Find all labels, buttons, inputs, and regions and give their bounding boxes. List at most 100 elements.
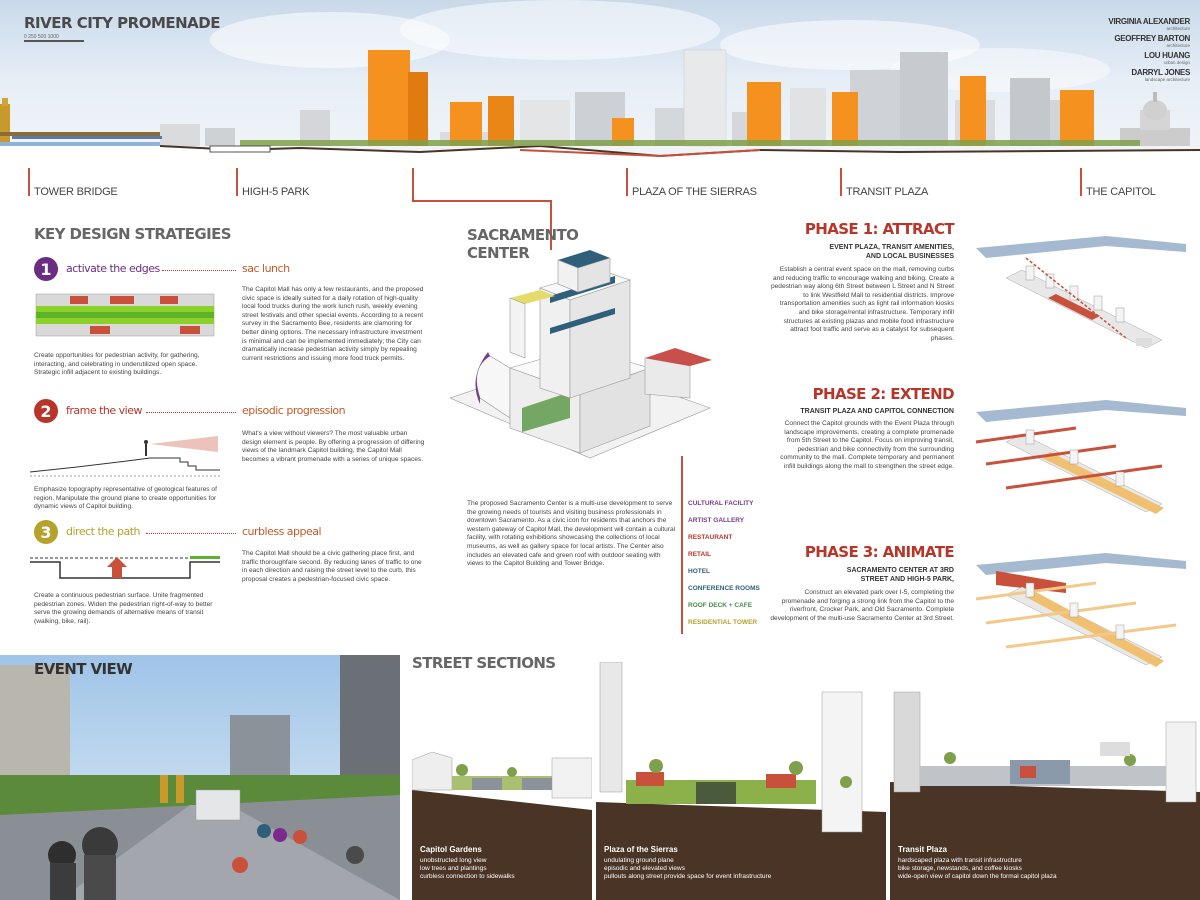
legend-item: RETAIL	[688, 551, 711, 558]
legend-item: RESTAURANT	[688, 534, 733, 541]
event-view-render	[0, 655, 400, 900]
section-line: pullouts along street provide space for …	[604, 873, 772, 880]
phase-1-diagram	[976, 236, 1186, 349]
center-leader-line	[550, 200, 552, 250]
strategies-heading: KEY DESIGN STRATEGIES	[34, 225, 232, 243]
location-label: TRANSIT PLAZA	[846, 186, 929, 198]
credit-role: landscape architecture	[1144, 77, 1190, 82]
location-label: PLAZA OF THE SIERRAS	[632, 186, 757, 198]
center-leader-line	[412, 168, 414, 202]
phase-subtitle: SACRAMENTO CENTER AT 3RD STREET AND HIGH…	[770, 566, 954, 584]
legend-item: RESIDENTIAL TOWER	[688, 619, 758, 626]
credit-role: architecture	[1166, 43, 1190, 48]
center-leader-line	[681, 456, 683, 634]
location-label: TOWER BRIDGE	[34, 186, 118, 198]
strategy-connector	[146, 412, 236, 413]
section-caption: Transit Plaza hardscaped plaza with tran…	[898, 845, 1057, 881]
location-label: THE CAPITOL	[1086, 186, 1156, 198]
center-description: The proposed Sacramento Center is a mult…	[467, 500, 676, 568]
phase-subtitle: EVENT PLAZA, TRANSIT AMENITIES, AND LOCA…	[770, 243, 954, 261]
center-heading-line: SACRAMENTO	[467, 226, 579, 244]
phase-subtitle-line: STREET AND HIGH-5 PARK,	[860, 576, 954, 583]
location-marker	[236, 168, 238, 196]
scale-bar-line	[24, 40, 84, 42]
section-line: unobstructed long view	[420, 857, 487, 864]
phase-subtitle-line: SACRAMENTO CENTER AT 3RD	[846, 567, 954, 574]
location-marker	[28, 168, 30, 196]
section-line: episodic and elevated views	[604, 865, 685, 872]
section-title: Transit Plaza	[898, 845, 947, 854]
scale-bar: 0 250 500 1000	[24, 34, 59, 40]
location-marker	[840, 168, 842, 196]
strategy-right-title: curbless appeal	[242, 525, 322, 538]
strategy-number: 2	[34, 399, 58, 423]
phase-title: PHASE 2: EXTEND	[812, 385, 955, 403]
strategy-name: direct the path	[66, 525, 141, 538]
phase-2-diagram	[975, 400, 1186, 514]
strategy-detail: What's a view without viewers? The most …	[242, 430, 425, 463]
legend-item: ROOF DECK + CAFE	[688, 602, 753, 609]
strategy-description: Create opportunities for pedestrian acti…	[34, 352, 200, 377]
center-heading: SACRAMENTO CENTER	[467, 226, 579, 262]
phase-3-diagram	[975, 553, 1186, 667]
event-view-heading: EVENT VIEW	[34, 660, 133, 678]
strategy-name: activate the edges	[66, 262, 160, 275]
legend-item: ARTIST GALLERY	[688, 517, 745, 524]
phase-description: Connect the Capitol grounds with the Eve…	[780, 420, 954, 470]
path-diagram	[30, 556, 220, 579]
credit-name: DARRYL JONES	[1131, 68, 1190, 77]
section-line: curbless connection to sidewalks	[420, 873, 515, 880]
legend-item: CULTURAL FACILITY	[688, 500, 754, 507]
strategy-connector	[146, 533, 236, 534]
credit-role: urban design	[1163, 60, 1190, 65]
credit-name: VIRGINIA ALEXANDER	[1108, 17, 1190, 26]
section-title: Plaza of the Sierras	[604, 845, 678, 854]
event-view-illustration	[0, 655, 400, 900]
strategy-number: 1	[34, 257, 58, 281]
credits: VIRGINIA ALEXANDER architecture GEOFFREY …	[1080, 14, 1190, 82]
section-line: low trees and plantings	[420, 865, 487, 872]
center-heading-line: CENTER	[467, 244, 530, 262]
skyline-banner	[0, 0, 1200, 178]
center-program-legend: CULTURAL FACILITY ARTIST GALLERY RESTAUR…	[688, 500, 760, 636]
phase-subtitle-line: AND LOCAL BUSINESSES	[865, 253, 954, 260]
strategy-detail: The Capitol Mall should be a civic gathe…	[242, 550, 422, 583]
section-line: undulating ground plane	[604, 857, 674, 864]
phase-subtitle: TRANSIT PLAZA AND CAPITOL CONNECTION	[800, 408, 954, 415]
phase-description: Establish a central event space on the m…	[770, 266, 954, 342]
location-marker	[1080, 168, 1082, 196]
phase-title: PHASE 3: ANIMATE	[804, 543, 955, 561]
credit-name: GEOFFREY BARTON	[1114, 34, 1190, 43]
section-title: Capitol Gardens	[420, 845, 482, 854]
legend-item: HOTEL	[688, 568, 711, 575]
phase-description: Construct an elevated park over I-5, com…	[770, 589, 954, 622]
skyline-illustration	[0, 0, 1200, 178]
strategy-right-title: sac lunch	[242, 262, 290, 275]
section-line: wide-open view of capitol down the forma…	[898, 873, 1057, 880]
phase-subtitle-line: EVENT PLAZA, TRANSIT AMENITIES,	[829, 244, 954, 251]
section-line: hardscaped plaza with transit infrastruc…	[898, 857, 1022, 864]
section-line: bike storage, newstands, and coffee kios…	[898, 865, 1022, 872]
street-section-3	[890, 691, 1200, 900]
location-marker	[626, 168, 628, 196]
credit-entry: LOU HUANG urban design	[1080, 51, 1190, 65]
street-section-1	[412, 751, 592, 900]
strategy-description: Create a continuous pedestrian surface. …	[34, 592, 213, 625]
strategy-right-title: episodic progression	[242, 404, 346, 417]
credit-name: LOU HUANG	[1144, 51, 1190, 60]
phase-title: PHASE 1: ATTRACT	[804, 220, 955, 238]
sacramento-center-model	[450, 250, 712, 459]
strategy-connector	[162, 270, 236, 271]
center-leader-line	[412, 200, 552, 202]
credit-entry: GEOFFREY BARTON architecture	[1080, 34, 1190, 48]
street-section-2	[596, 662, 886, 900]
credit-role: architecture	[1166, 26, 1190, 31]
strategy-description: Emphasize topography representative of g…	[34, 486, 217, 511]
location-label: HIGH-5 PARK	[242, 186, 310, 198]
strategy-number: 3	[34, 520, 58, 544]
view-diagram	[30, 436, 220, 477]
section-caption: Plaza of the Sierras undulating ground p…	[604, 845, 771, 881]
section-caption: Capitol Gardens unobstructed long view l…	[420, 845, 515, 881]
page-title: RIVER CITY PROMENADE	[24, 14, 221, 32]
strategy-name: frame the view	[66, 404, 143, 417]
